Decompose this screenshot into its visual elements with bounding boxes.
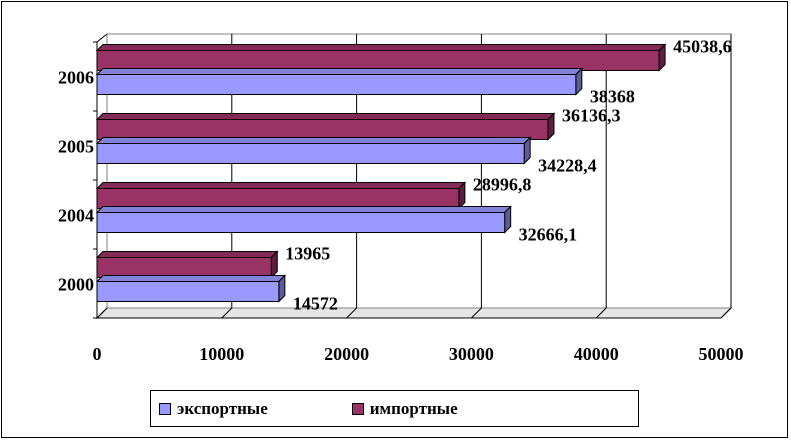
y-category-label: 2004 <box>58 206 94 226</box>
y-category-label: 2006 <box>58 68 94 88</box>
legend-swatch-import <box>351 402 364 415</box>
chart-frame: 0 10000 20000 30000 40000 50000 13965 14572 2000… <box>1 1 788 438</box>
bar-export-top <box>95 206 512 213</box>
gridline-floor <box>346 307 357 319</box>
gridline-floor <box>720 307 732 319</box>
legend-label-export: экспортные <box>177 398 268 418</box>
data-label-import: 28996,8 <box>473 175 532 195</box>
gridline-floor <box>471 307 482 319</box>
legend-swatch-export <box>159 402 171 415</box>
x-tick-label: 10000 <box>199 344 244 364</box>
gridline-floor <box>96 307 108 319</box>
legend: экспортные импортные <box>150 390 639 427</box>
bar-import <box>96 119 549 140</box>
bar-import-top <box>95 44 667 51</box>
x-tick-label: 40000 <box>574 344 619 364</box>
bar-import <box>96 257 272 278</box>
data-label-export: 34228,4 <box>538 156 597 176</box>
legend-label-import: импортные <box>369 398 458 418</box>
data-label-export: 14572 <box>293 294 338 314</box>
legend-item-export: экспортные <box>159 399 268 419</box>
bar-import-top <box>95 251 279 258</box>
bar-import-top <box>95 113 556 120</box>
bar-import <box>96 188 460 209</box>
data-label-export: 38368 <box>590 87 635 107</box>
bar-import <box>96 50 660 71</box>
y-category-label: 2000 <box>58 275 94 295</box>
bar-import-top <box>95 182 467 189</box>
gridline-floor <box>595 307 607 319</box>
gridline-floor <box>221 307 233 319</box>
bar-export <box>96 74 577 95</box>
plot-floor <box>95 307 733 319</box>
x-tick-label: 30000 <box>449 344 494 364</box>
data-label-import: 36136,3 <box>562 106 621 126</box>
bar-export-top <box>95 137 532 144</box>
bar-export <box>96 143 525 164</box>
bar-export <box>96 281 280 302</box>
bar-chart: 0 10000 20000 30000 40000 50000 13965 14572 2000… <box>58 32 744 364</box>
data-label-export: 32666,1 <box>519 225 578 245</box>
x-tick-label: 20000 <box>324 344 369 364</box>
data-label-import: 45038,6 <box>673 37 732 57</box>
bar-export-top <box>95 68 584 75</box>
x-tick-label: 0 <box>93 344 102 364</box>
bar-export-top <box>95 275 287 282</box>
bar-export <box>96 212 506 233</box>
data-label-import: 13965 <box>285 244 330 264</box>
x-tick-label: 50000 <box>699 344 744 364</box>
y-category-label: 2005 <box>58 137 94 157</box>
legend-item-import: импортные <box>351 398 458 419</box>
